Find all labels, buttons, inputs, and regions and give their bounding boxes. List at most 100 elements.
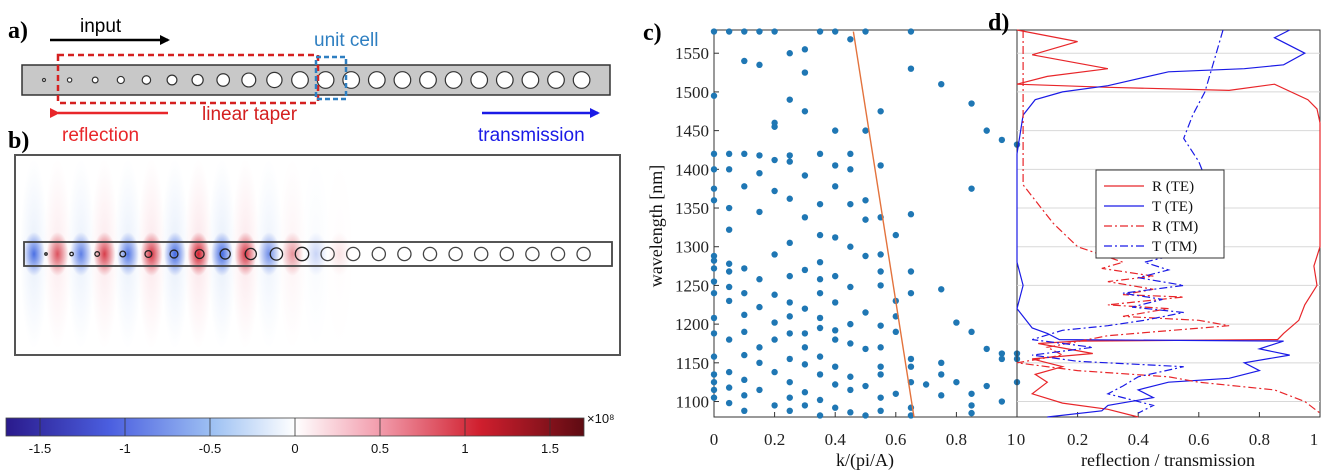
data-point <box>801 361 809 368</box>
data-point <box>756 61 763 69</box>
data-point <box>877 394 884 401</box>
panel-b: b) <box>8 128 621 356</box>
data-point <box>771 28 778 35</box>
data-point <box>741 289 748 297</box>
plot-c-ylabel: wavelength [nm] <box>646 165 666 287</box>
data-point <box>771 319 778 326</box>
data-point <box>847 243 854 250</box>
data-point <box>892 390 899 397</box>
data-point <box>953 378 960 386</box>
data-point <box>801 305 809 312</box>
hole-b <box>169 249 179 259</box>
data-point <box>892 328 899 336</box>
plot-d-xtick-label: 0.6 <box>1188 430 1209 449</box>
legend-label: T (TE) <box>1152 199 1193 215</box>
data-point <box>998 350 1006 357</box>
plot-c-ytick-label: 1150 <box>676 354 709 373</box>
plot-c-marks: 1100 1150 1200 1250 1300 1350 1400 1450 1500 1550… <box>675 28 1021 449</box>
data-point <box>725 399 733 407</box>
data-point <box>877 322 884 329</box>
plot-c-ytick-label: 1400 <box>675 160 709 179</box>
plot-c-xtick-label: 0.8 <box>946 430 967 449</box>
hole-a <box>116 75 125 85</box>
data-point <box>862 216 869 223</box>
data-point <box>862 309 869 316</box>
field-lobe <box>117 232 139 276</box>
legend-label: R (TM) <box>1152 219 1198 235</box>
data-point <box>816 150 824 158</box>
hole-a <box>419 71 437 89</box>
data-point <box>801 46 809 53</box>
data-point <box>847 166 854 173</box>
data-point <box>710 371 718 378</box>
data-point <box>710 92 718 99</box>
data-point <box>741 57 748 65</box>
hole-row-b <box>44 246 591 262</box>
data-point <box>968 402 975 409</box>
data-point <box>786 152 793 159</box>
data-point <box>832 183 839 190</box>
data-point <box>725 150 733 158</box>
hole-a <box>291 71 309 89</box>
data-point <box>801 266 809 274</box>
data-point <box>816 200 824 208</box>
hole-b <box>371 246 387 262</box>
transmission-label: transmission <box>478 125 585 146</box>
data-point <box>710 257 718 264</box>
data-point <box>968 100 975 107</box>
data-point <box>998 136 1006 144</box>
plot-d-xlabel: reflection / transmission <box>1081 450 1255 470</box>
colorbar-tick-label: 0 <box>291 441 298 456</box>
data-point <box>801 389 809 396</box>
data-point <box>832 327 839 334</box>
data-point <box>983 382 990 390</box>
data-point <box>968 328 975 336</box>
data-point <box>725 283 733 291</box>
data-point <box>786 50 793 57</box>
data-point <box>832 363 839 370</box>
hole-row-a <box>41 71 591 89</box>
hole-b <box>269 247 284 261</box>
data-point <box>892 231 899 239</box>
data-point <box>725 204 733 212</box>
plot-c-ytick-label: 1450 <box>675 122 709 141</box>
data-point <box>710 394 718 401</box>
panel-label-b: b) <box>8 128 29 154</box>
data-point <box>771 291 778 298</box>
data-point <box>710 150 718 158</box>
hole-b <box>525 246 540 262</box>
data-point <box>862 412 869 419</box>
panel-a: a) input unit cell reflection linear tap… <box>8 16 611 146</box>
data-point <box>877 371 884 378</box>
data-point <box>725 297 733 305</box>
data-point <box>832 381 839 388</box>
data-point <box>786 195 793 202</box>
data-point <box>862 127 869 134</box>
data-point <box>983 345 990 353</box>
data-point <box>756 303 763 311</box>
plot-c-xtick-label: 0 <box>710 430 719 449</box>
series-line-0 <box>1016 29 1321 418</box>
linear-taper-box <box>56 53 320 105</box>
hole-b <box>194 248 205 260</box>
colorbar-tick-label: 1 <box>461 441 468 456</box>
data-point <box>771 119 778 127</box>
hole-a <box>495 71 514 89</box>
data-point <box>907 363 915 370</box>
data-point <box>816 314 824 322</box>
plot-c-xtick-label: 0.6 <box>885 430 906 449</box>
data-point <box>801 69 809 76</box>
hole-a <box>141 75 152 85</box>
data-point <box>741 265 748 272</box>
series-line-1 <box>1016 29 1307 418</box>
data-point <box>862 197 869 204</box>
data-point <box>741 407 748 415</box>
data-point <box>816 371 824 378</box>
data-point <box>907 355 915 363</box>
plot-c-ytick-label: 1250 <box>675 276 709 295</box>
plot-c-xlabel: k/(pi/A) <box>836 450 894 470</box>
data-point <box>938 359 945 367</box>
data-point <box>756 386 763 394</box>
panel-label-a: a) <box>8 18 28 44</box>
